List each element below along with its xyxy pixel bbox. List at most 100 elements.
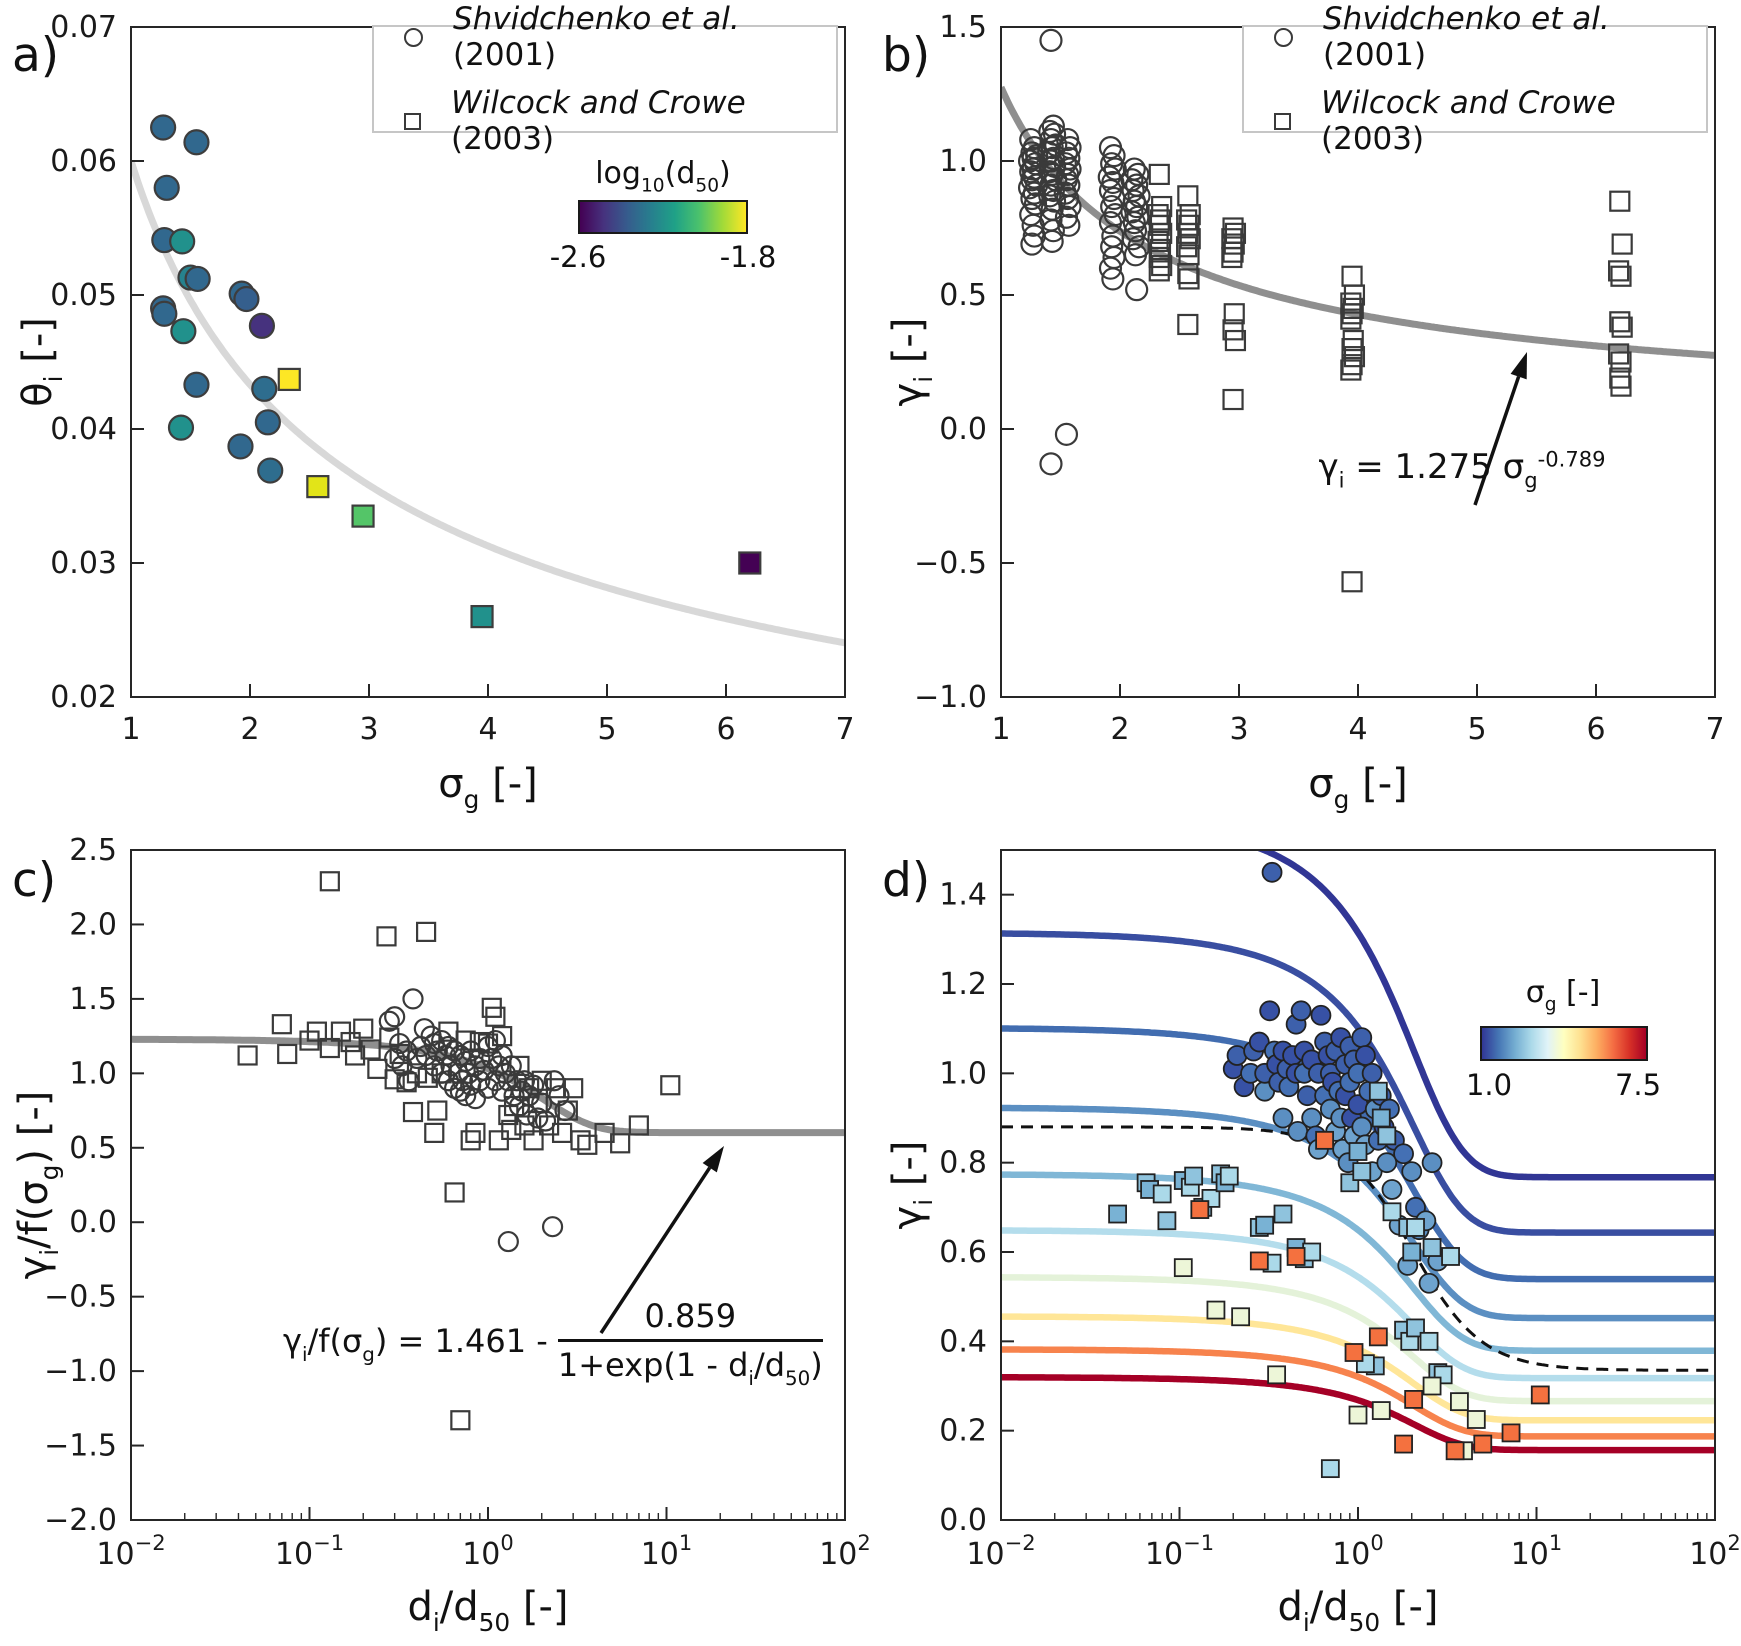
svg-text:102: 102 — [819, 1531, 871, 1572]
svg-text:0.07: 0.07 — [50, 10, 117, 45]
colorbar-a — [578, 200, 748, 234]
svg-text:0.0: 0.0 — [939, 412, 987, 447]
panel-c-frame — [130, 849, 846, 1521]
colorbar-a-title: log10(d50) — [595, 156, 731, 197]
svg-text:0.8: 0.8 — [939, 1146, 987, 1181]
legend-label: Wilcock and Crowe — [1321, 85, 1616, 121]
svg-text:6: 6 — [1586, 712, 1605, 747]
colorbar-a-min-label: -2.6 — [549, 240, 607, 274]
svg-text:−1.5: −1.5 — [44, 1429, 117, 1464]
svg-text:−0.5: −0.5 — [914, 546, 987, 581]
svg-text:10−2: 10−2 — [966, 1531, 1035, 1572]
panel-d-series-wilcock-crowe-2003 — [1108, 1081, 1550, 1479]
svg-text:5: 5 — [597, 712, 616, 747]
svg-text:10−2: 10−2 — [96, 1531, 165, 1572]
svg-text:100: 100 — [1332, 1531, 1384, 1572]
svg-text:1.4: 1.4 — [939, 878, 987, 913]
panel-a-xaxis-label: σg [-] — [438, 761, 538, 815]
curve-model-sigma-3.06 — [1001, 1227, 1715, 1382]
svg-text:7: 7 — [835, 712, 854, 747]
panel-a-yaxis-label: θi [-] — [15, 317, 69, 407]
svg-text:1.0: 1.0 — [69, 1056, 117, 1091]
svg-text:1.5: 1.5 — [69, 982, 117, 1017]
svg-text:4: 4 — [478, 712, 497, 747]
panel-c-xaxis-label: di/d50 [-] — [407, 1584, 569, 1638]
panel-d-xaxis-label: di/d50 [-] — [1277, 1584, 1439, 1638]
legend-row-shvidchenko: Shvidchenko et al. (2001) — [404, 1, 836, 73]
svg-text:100: 100 — [462, 1531, 514, 1572]
curve-fit-gamma-vs-sigma — [1001, 85, 1715, 359]
legend-year: (2003) — [451, 121, 555, 157]
curve-model-sigma-1.00 — [1255, 850, 1715, 1181]
annotation-c-equation: γi/f(σg) = 1.461 - 0.859 1+exp(1 - di/d5… — [283, 1297, 823, 1390]
curve-fit-theta-vs-sigma — [131, 159, 845, 647]
legend-row-wilcock: Wilcock and Crowe (2003) — [404, 85, 836, 157]
legend-label: Wilcock and Crowe — [451, 85, 746, 121]
annotation-c-numerator: 0.859 — [557, 1297, 823, 1342]
colorbar-d-max-label: 7.5 — [1614, 1068, 1662, 1102]
panel-a-x-ticks: 1 2 3 4 5 6 7 — [121, 684, 855, 747]
legend-label: Shvidchenko et al. — [1323, 1, 1610, 37]
svg-text:0.04: 0.04 — [50, 412, 117, 447]
legend-year: (2003) — [1321, 121, 1425, 157]
panel-c-annotation-arrow-0 — [599, 1146, 724, 1334]
annotation-c-lhs: γi/f(σg) = 1.461 - — [283, 1321, 548, 1366]
svg-text:1.0: 1.0 — [939, 1056, 987, 1091]
panel-c-curves — [131, 1035, 845, 1137]
panel-a-series-wilcock-crowe-2003 — [277, 367, 762, 629]
panel-c-series-shvidchenko-2001 — [378, 988, 576, 1253]
svg-text:0.4: 0.4 — [939, 1324, 987, 1359]
svg-text:−1.0: −1.0 — [44, 1354, 117, 1389]
svg-text:2.5: 2.5 — [69, 833, 117, 868]
panel-d-letter: d) — [882, 853, 931, 908]
svg-text:0.0: 0.0 — [69, 1205, 117, 1240]
panel-b-x-ticks: 1 2 3 4 5 6 7 — [991, 684, 1725, 747]
panel-b-annotation-arrow-0 — [1473, 352, 1527, 506]
svg-text:5: 5 — [1467, 712, 1486, 747]
panel-d-x-ticks: 10−2 10−1 100 101 102 — [966, 1507, 1741, 1572]
svg-text:4: 4 — [1348, 712, 1367, 747]
svg-text:0.03: 0.03 — [50, 546, 117, 581]
panel-a-y-ticks: 0.02 0.03 0.04 0.05 0.06 0.07 — [50, 10, 144, 715]
svg-text:1.2: 1.2 — [939, 967, 987, 1002]
svg-text:3: 3 — [1229, 712, 1248, 747]
svg-text:6: 6 — [716, 712, 735, 747]
panel-b-curves — [1001, 85, 1715, 359]
curve-model-sigma-1.25 — [1001, 930, 1715, 1236]
panel-b-series-shvidchenko-2001 — [1017, 28, 1151, 476]
panel-b-series-wilcock-crowe-2003 — [1147, 163, 1633, 593]
svg-text:0.5: 0.5 — [69, 1131, 117, 1166]
colorbar-a-max-label: -1.8 — [719, 240, 777, 274]
square-marker-icon — [1274, 112, 1291, 130]
svg-text:0.5: 0.5 — [939, 278, 987, 313]
annotation-c-denominator: 1+exp(1 - di/d50) — [557, 1346, 823, 1390]
circle-marker-icon — [1274, 27, 1293, 47]
svg-text:1: 1 — [121, 712, 140, 747]
square-marker-icon — [404, 112, 421, 130]
svg-text:10−1: 10−1 — [275, 1531, 344, 1572]
legend-panel-b: Shvidchenko et al. (2001) Wilcock and Cr… — [1242, 1, 1708, 157]
svg-text:1.5: 1.5 — [939, 10, 987, 45]
svg-text:0.06: 0.06 — [50, 144, 117, 179]
legend-row-wilcock: Wilcock and Crowe (2003) — [1274, 85, 1706, 157]
annotation-c-fraction: 0.859 1+exp(1 - di/d50) — [557, 1297, 823, 1390]
svg-text:0.02: 0.02 — [50, 680, 117, 715]
svg-text:1: 1 — [991, 712, 1010, 747]
curve-model-sigma-5.98 — [1001, 1346, 1715, 1440]
curve-hiding-function-fit — [131, 1035, 845, 1137]
svg-text:101: 101 — [641, 1531, 693, 1572]
panel-a-series-shvidchenko-2001 — [150, 114, 284, 484]
panel-b-letter: b) — [882, 28, 931, 83]
legend-label: Shvidchenko et al. — [453, 1, 740, 37]
panel-b-xaxis-label: σg [-] — [1308, 761, 1408, 815]
svg-text:0.0: 0.0 — [939, 1503, 987, 1538]
panel-d-y-ticks: 0.0 0.2 0.4 0.6 0.8 1.0 1.2 1.4 — [939, 878, 1014, 1538]
colorbar-d-title: σg [-] — [1525, 975, 1601, 1016]
svg-text:1.0: 1.0 — [939, 144, 987, 179]
svg-text:−1.0: −1.0 — [914, 680, 987, 715]
legend-year: (2001) — [453, 37, 557, 73]
svg-text:−0.5: −0.5 — [44, 1280, 117, 1315]
panel-b-yaxis-label: γi [-] — [885, 317, 939, 407]
